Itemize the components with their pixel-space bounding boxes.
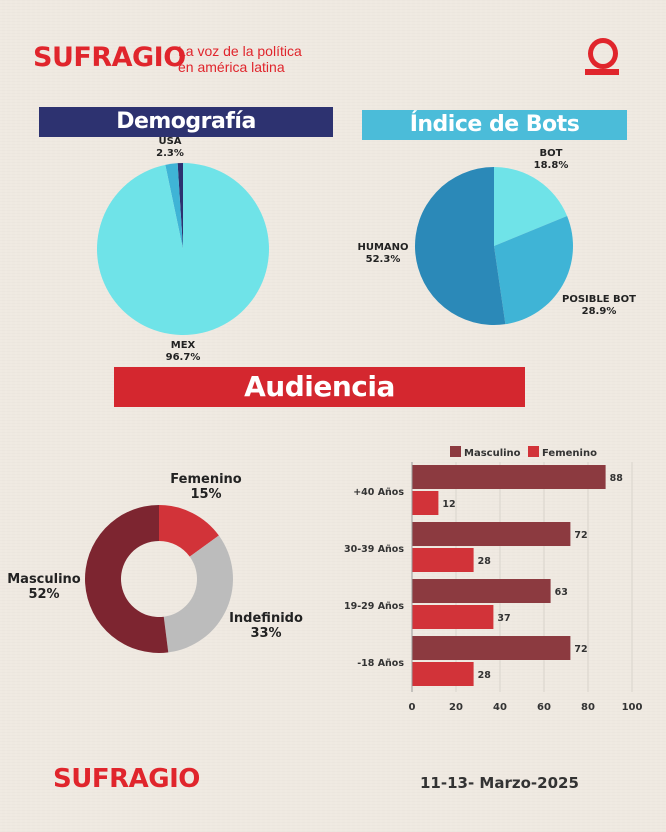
pie-label-usa: USA 2.3% [150,136,190,160]
audiencia-donut-slice-masculino [85,505,169,653]
bots-slice-humano [415,167,506,325]
x-tick-label: 80 [581,702,595,710]
x-tick-label: 0 [409,702,416,710]
bar-femenino [412,491,439,515]
pie-label-humano: HUMANO 52.3% [351,242,415,266]
bots-slice-posible-bot [494,215,574,325]
x-tick-label: 40 [493,702,507,710]
donut-label-femenino: Femenino 15% [166,472,246,502]
bar-value-label: 28 [478,556,492,567]
donut-label-indefinido-name: Indefinido [229,611,303,626]
x-tick-label: 20 [449,702,463,710]
pie-label-posible-bot: POSIBLE BOT 28.9% [556,294,642,318]
pie-label-bot-name: BOT [539,148,563,159]
category-label: 30-39 Años [344,544,404,555]
donut-label-femenino-value: 15% [190,487,222,502]
pie-label-posible-bot-value: 28.9% [581,306,617,317]
audiencia-donut-slice-indefinido [163,535,234,653]
pie-label-mex-name: MEX [170,340,196,351]
legend-label-femenino: Femenino [542,448,597,459]
bar-value-label: 28 [478,670,492,681]
demografia-slice-usa [165,163,183,249]
header-tagline: La voz de la política en américa latina [178,43,302,75]
tagline-line-2: en américa latina [178,59,285,75]
bar-value-label: 12 [442,499,455,510]
pie-label-mex: MEX 96.7% [161,340,205,364]
footer-brand-logo: SUFRAGIO [53,764,200,794]
bar-masculino [412,465,606,489]
section-title-demografia: Demografía [39,107,333,137]
donut-label-femenino-name: Femenino [170,472,242,487]
pie-label-humano-value: 52.3% [365,254,401,265]
pie-label-usa-name: USA [158,136,182,147]
category-label: 19-29 Años [344,601,404,612]
donut-label-masculino-value: 52% [28,587,60,602]
legend-swatch-femenino [528,446,539,457]
pie-label-usa-value: 2.3% [156,148,184,159]
legend-label-masculino: Masculino [464,448,521,459]
bar-femenino [412,605,494,629]
x-tick-label: 60 [537,702,551,710]
pie-label-posible-bot-name: POSIBLE BOT [561,294,636,305]
footer-date: 11-13- Marzo-2025 [420,774,579,792]
bar-value-label: 37 [497,613,510,624]
bar-value-label: 63 [555,587,568,598]
donut-label-masculino: Masculino 52% [4,572,84,602]
header-brand-logo: SUFRAGIO [33,42,186,73]
section-title-bots: Índice de Bots [362,110,627,140]
donut-label-masculino-name: Masculino [7,572,81,587]
bar-masculino [412,522,571,546]
pie-label-humano-name: HUMANO [357,242,409,253]
bar-value-label: 72 [574,644,587,655]
header-logo-icon [585,36,619,76]
bar-masculino [412,636,571,660]
tagline-line-1: La voz de la política [178,43,302,59]
bar-value-label: 88 [610,473,624,484]
category-label: -18 Años [357,658,404,669]
donut-label-indefinido: Indefinido 33% [226,611,306,641]
bar-masculino [412,579,551,603]
legend-swatch-masculino [450,446,461,457]
section-title-audiencia: Audiencia [114,367,525,407]
donut-label-indefinido-value: 33% [250,626,282,641]
bar-femenino [412,548,474,572]
pie-label-mex-value: 96.7% [165,352,201,363]
bar-femenino [412,662,474,686]
audiencia-donut-slice-femenino [159,505,219,557]
demografia-slice-other [177,163,183,249]
pie-label-bot-value: 18.8% [533,160,569,171]
demografia-slice-mex [97,163,270,335]
pie-label-bot: BOT 18.8% [529,148,573,172]
audiencia-bar-chart: 0 20 40 60 80 100 Masculino Femenino +40 Años 88 1… [344,446,643,710]
bar-value-label: 72 [574,530,587,541]
bots-slice-bot [494,167,568,246]
x-tick-label: 100 [622,702,643,710]
category-label: +40 Años [353,487,404,498]
